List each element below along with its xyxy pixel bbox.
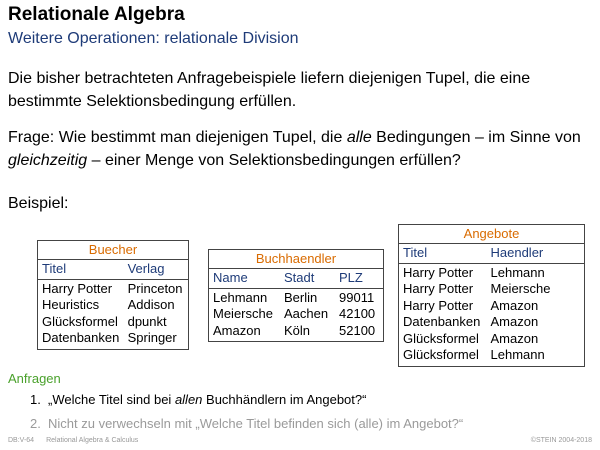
table-buchhaendler: Buchhaendler Name Stadt PLZ Lehmann Berli… (208, 249, 384, 342)
footer-left: DB:V-64 Relational Algebra & Calculus (8, 437, 150, 444)
table-caption: Angebote (399, 225, 584, 244)
table-cell: Lehmann (490, 347, 545, 362)
table-caption: Buecher (38, 241, 188, 260)
table-row: Datenbanken Amazon (399, 314, 584, 331)
query-text: Nicht zu verwechseln mit „Welche Titel b… (48, 416, 464, 431)
table-cell: Harry Potter (403, 297, 474, 313)
table-row: Glücksformel dpunkt (38, 314, 188, 331)
table-cell: Springer (127, 330, 177, 345)
table-cell: Harry Potter (403, 264, 474, 280)
table-cell: Glücksformel (403, 347, 479, 362)
list-number: 2. (30, 416, 41, 431)
question-text: Bedingungen – im Sinne von (371, 129, 581, 146)
column-header: PLZ (339, 270, 363, 285)
queries-heading: Anfragen (8, 371, 61, 386)
example-label: Beispiel: (8, 195, 69, 212)
table-cell: Datenbanken (403, 314, 481, 329)
table-cell: 52100 (339, 322, 376, 338)
table-cell: Meiersche (213, 306, 273, 321)
table-cell: Heuristics (42, 297, 100, 312)
table-row: Meiersche Aachen 42100 (209, 306, 383, 323)
table-cell: 99011 (339, 289, 375, 305)
table-cell: Glücksformel (42, 313, 118, 329)
table-row: Glücksformel Lehmann (399, 347, 584, 364)
table-cell: Amazon (490, 297, 539, 313)
slide-title: Relationale Algebra (8, 4, 185, 25)
footer-copyright: ©STEIN 2004-2018 (530, 437, 592, 444)
table-cell: Addison (127, 297, 175, 312)
table-header: Titel Verlag (38, 260, 188, 280)
table-cell: Lehmann (490, 264, 545, 280)
table-caption: Buchhaendler (209, 250, 383, 269)
table-cell: Harry Potter (403, 281, 474, 296)
emphasis-gleichzeitig: gleichzeitig (8, 152, 88, 169)
table-cell: dpunkt (127, 313, 167, 329)
table-cell: Datenbanken (42, 330, 120, 345)
table-row: Glücksformel Amazon (399, 331, 584, 348)
table-cell: Princeton (127, 280, 183, 296)
table-cell: Amazon (490, 314, 539, 329)
footer-page: DB:V-64 (8, 437, 35, 444)
table-cell: Glücksformel (403, 330, 479, 346)
table-cell: Lehmann (213, 289, 268, 305)
table-row: Heuristics Addison (38, 297, 188, 314)
column-header: Titel (42, 261, 67, 276)
table-cell: Amazon (213, 322, 261, 338)
slide-subtitle: Weitere Operationen: relationale Divisio… (8, 30, 299, 47)
query-item-1: 1. „Welche Titel sind bei allen Buchhändl… (30, 392, 366, 407)
table-cell: Harry Potter (42, 280, 113, 296)
column-header: Haendler (490, 245, 544, 260)
question-paragraph: Frage: Wie bestimmt man diejenigen Tupel… (8, 126, 593, 172)
table-cell: Berlin (284, 289, 318, 305)
table-row: Lehmann Berlin 99011 (209, 290, 383, 307)
table-cell: Aachen (284, 306, 329, 321)
column-header: Stadt (284, 270, 315, 285)
query-item-2: 2. Nicht zu verwechseln mit „Welche Titel… (30, 416, 463, 431)
table-buecher: Buecher Titel Verlag Harry Potter Princet… (37, 240, 189, 350)
table-row: Harry Potter Meiersche (399, 281, 584, 298)
question-text: Frage: Wie bestimmt man diejenigen Tupel… (8, 129, 347, 146)
table-cell: Köln (284, 322, 311, 338)
table-row: Harry Potter Amazon (399, 298, 584, 315)
emphasis-allen: allen (174, 392, 203, 407)
table-angebote: Angebote Titel Haendler Harry Potter Lehm… (398, 224, 585, 367)
table-row: Amazon Köln 52100 (209, 323, 383, 340)
column-header: Verlag (127, 261, 165, 276)
intro-paragraph: Die bisher betrachteten Anfragebeispiele… (8, 70, 531, 110)
query-text: Buchhändlern im Angebot?“ (202, 392, 367, 407)
column-header: Titel (403, 245, 428, 260)
table-cell: Amazon (490, 330, 539, 346)
table-row: Harry Potter Lehmann (399, 265, 584, 282)
column-header: Name (213, 270, 248, 285)
table-cell: Meiersche (490, 281, 551, 296)
footer-topic: Relational Algebra & Calculus (46, 437, 139, 444)
query-text: „Welche Titel sind bei (48, 392, 175, 407)
table-header: Titel Haendler (399, 244, 584, 264)
list-number: 1. (30, 392, 41, 407)
table-header: Name Stadt PLZ (209, 269, 383, 289)
table-row: Harry Potter Princeton (38, 281, 188, 298)
emphasis-alle: alle (346, 129, 372, 146)
table-row: Datenbanken Springer (38, 330, 188, 347)
table-cell: 42100 (339, 306, 376, 321)
question-text: – einer Menge von Selektionsbedingungen … (87, 152, 461, 169)
